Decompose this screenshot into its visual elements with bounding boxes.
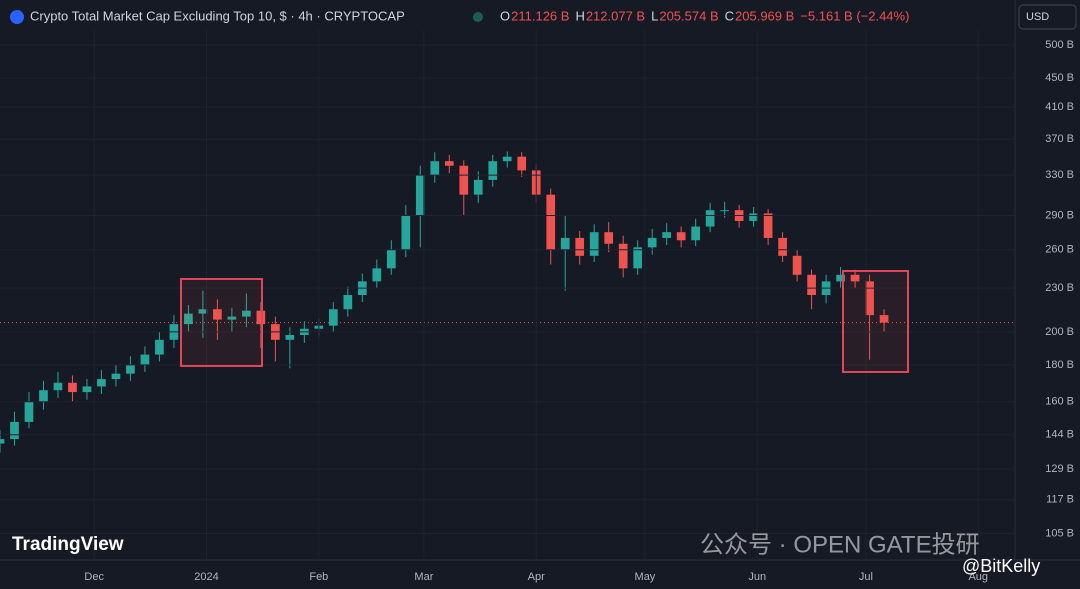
candle-body xyxy=(0,439,5,444)
x-tick-label: Jul xyxy=(859,571,873,583)
ohlc-value: 211.126 B xyxy=(511,8,569,23)
x-tick-label: Dec xyxy=(84,571,104,583)
ohlc-legend: O 211.126 B H 212.077 B L 205.574 B C 205.969 B xyxy=(500,8,794,23)
x-tick-label: May xyxy=(635,571,656,583)
ohlc-key: O xyxy=(500,8,510,23)
y-tick-label: 230 B xyxy=(1045,282,1074,294)
x-tick-label: 2024 xyxy=(194,571,218,583)
y-tick-label: 330 B xyxy=(1045,169,1074,181)
currency-button[interactable] xyxy=(1018,4,1077,30)
y-tick-label: 450 B xyxy=(1045,72,1074,84)
x-tick-label: Aug xyxy=(968,571,988,583)
y-tick-label: 144 B xyxy=(1045,429,1074,441)
ohlc-value: 205.574 B xyxy=(659,8,718,23)
y-tick-label: 500 B xyxy=(1045,39,1074,51)
status-icon xyxy=(473,12,483,22)
y-tick-label: 370 B xyxy=(1045,133,1074,145)
credit: @BitKelly xyxy=(962,556,1040,576)
change: −5.161 B (−2.44%) xyxy=(800,8,909,23)
y-tick-label: 105 B xyxy=(1045,527,1074,539)
y-tick-label: 129 B xyxy=(1045,463,1074,475)
y-tick-label: 410 B xyxy=(1045,101,1074,113)
currency[interactable]: USD xyxy=(1026,11,1049,23)
x-tick-label: Feb xyxy=(309,571,328,583)
ohlc-key: C xyxy=(725,8,734,23)
logo: TradingView xyxy=(12,534,124,555)
ohlc-key: L xyxy=(651,8,658,23)
y-tick-label: 180 B xyxy=(1045,359,1074,371)
symbol-icon xyxy=(10,10,24,24)
ohlc-key: H xyxy=(575,8,584,23)
y-tick-label: 200 B xyxy=(1045,326,1074,338)
x-tick-label: Apr xyxy=(528,571,545,583)
highlight-box xyxy=(842,270,909,373)
chart-title: Crypto Total Market Cap Excluding Top 10… xyxy=(30,8,405,23)
x-tick-label: Jun xyxy=(748,571,766,583)
ohlc-value: 205.969 B xyxy=(735,8,794,23)
y-tick-label: 117 B xyxy=(1046,494,1074,506)
watermark: 公众号 · OPEN GATE投研 xyxy=(700,531,980,558)
y-tick-label: 260 B xyxy=(1045,244,1074,256)
ohlc-value: 212.077 B xyxy=(586,8,645,23)
y-tick-label: 160 B xyxy=(1045,396,1074,408)
highlight-box xyxy=(180,278,263,367)
x-tick-label: Mar xyxy=(414,571,433,583)
y-tick-label: 290 B xyxy=(1045,209,1074,221)
